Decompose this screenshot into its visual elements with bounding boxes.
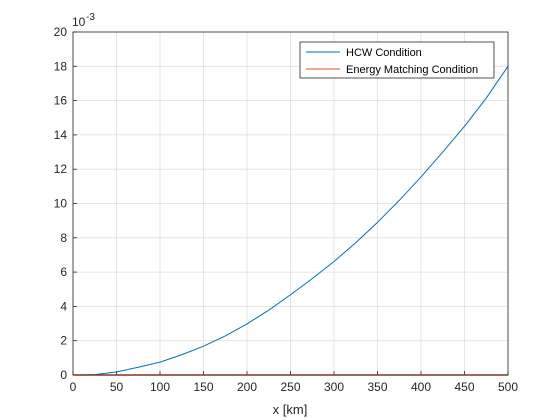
x-tick-label: 500 — [498, 380, 518, 394]
x-tick-label: 100 — [150, 380, 170, 394]
y-tick-label: 20 — [54, 25, 68, 39]
x-tick-label: 50 — [110, 380, 124, 394]
y-tick-label: 0 — [60, 368, 67, 382]
y-tick-label: 4 — [60, 299, 67, 313]
y-tick-label: 16 — [54, 94, 68, 108]
grid — [72, 31, 509, 376]
x-tick-label: 150 — [193, 380, 213, 394]
legend-box — [299, 41, 495, 79]
x-tick-label: 400 — [411, 380, 431, 394]
y-tick-label: 2 — [60, 334, 67, 348]
x-tick-label: 250 — [280, 380, 300, 394]
legend-label-energy: Energy Matching Condition — [346, 64, 478, 76]
x-tick-label: 200 — [237, 380, 257, 394]
y-tick-label: 18 — [54, 59, 68, 73]
legend-label-hcw: HCW Condition — [346, 47, 422, 59]
x-tick-label: 350 — [367, 380, 387, 394]
series-line-hcw-condition — [72, 66, 509, 376]
y-exponent-power: -3 — [86, 12, 95, 23]
plot-frame — [72, 31, 509, 376]
y-tick-label: 14 — [54, 128, 68, 142]
legend: HCW Condition Energy Matching Condition — [299, 41, 495, 79]
y-tick-label: 8 — [60, 231, 67, 245]
y-exponent-base: 10 — [72, 15, 86, 29]
x-tick-label: 300 — [324, 380, 344, 394]
y-tick-label: 10 — [54, 197, 68, 211]
x-tick-label: 450 — [454, 380, 474, 394]
y-tick-labels: 0 2 4 6 8 10 12 14 16 18 20 — [54, 25, 68, 382]
x-axis-label: x [km] — [273, 402, 308, 417]
y-tick-label: 12 — [54, 162, 68, 176]
y-tick-label: 6 — [60, 265, 67, 279]
x-tick-labels: 0 50 100 150 200 250 300 350 400 450 500 — [70, 380, 519, 394]
x-tick-label: 0 — [70, 380, 77, 394]
